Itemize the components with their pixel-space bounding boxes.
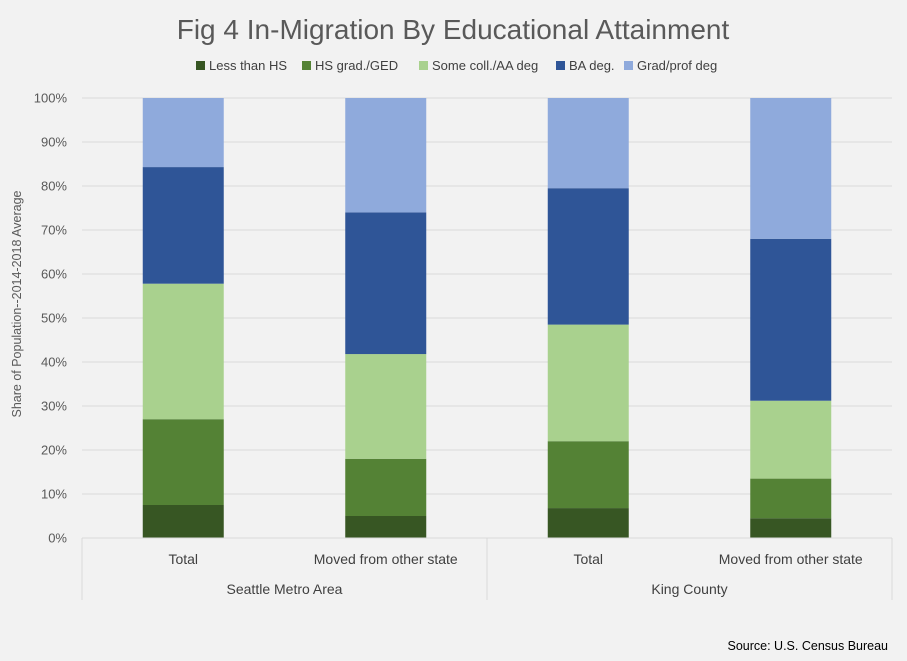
bar-segment [142, 98, 224, 168]
legend-swatch [419, 61, 428, 70]
x-tick-label: Moved from other state [314, 551, 458, 567]
y-axis-ticks: 0% 10% 20% 30% 40% 50% 60% 70% 80% 90% 100% [34, 91, 68, 546]
bar-segment [750, 518, 832, 538]
x-tick-label: Total [168, 551, 198, 567]
bar-segment [345, 98, 427, 213]
bar-segment [142, 419, 224, 505]
bar-segment [547, 98, 629, 189]
x-group-label: Seattle Metro Area [227, 581, 343, 597]
x-tick-label: Total [573, 551, 603, 567]
bar-segment [547, 324, 629, 442]
legend-swatch [196, 61, 205, 70]
bar-segment [142, 283, 224, 420]
bar-segment [750, 98, 832, 239]
y-tick-label: 20% [41, 443, 67, 458]
y-tick-label: 90% [41, 135, 67, 150]
legend-label: BA deg. [569, 58, 615, 73]
bar-segment [345, 516, 427, 538]
bar-segment [750, 478, 832, 519]
y-tick-label: 40% [41, 355, 67, 370]
y-tick-label: 100% [34, 91, 68, 106]
bar-segment [750, 400, 832, 479]
y-axis-label: Share of Population--2014-2018 Average [10, 190, 24, 417]
legend-label: HS grad./GED [315, 58, 398, 73]
bar-segment [345, 354, 427, 459]
bar-segment [750, 238, 832, 401]
y-tick-label: 60% [41, 267, 67, 282]
bar-segment [547, 188, 629, 325]
x-group-label: King County [651, 581, 727, 597]
bar-segment [345, 458, 427, 516]
legend: Less than HS HS grad./GED Some coll./AA de… [196, 58, 717, 73]
legend-swatch [624, 61, 633, 70]
bars [142, 98, 832, 538]
y-tick-label: 50% [41, 311, 67, 326]
bar-segment [345, 212, 427, 355]
source-note: Source: U.S. Census Bureau [728, 639, 889, 653]
x-tick-label: Moved from other state [719, 551, 863, 567]
bar-segment [142, 505, 224, 538]
legend-swatch [302, 61, 311, 70]
legend-label: Less than HS [209, 58, 287, 73]
legend-label: Grad/prof deg [637, 58, 717, 73]
legend-label: Some coll./AA deg [432, 58, 538, 73]
y-tick-label: 10% [41, 487, 67, 502]
y-tick-label: 30% [41, 399, 67, 414]
bar-segment [547, 508, 629, 538]
chart-title: Fig 4 In-Migration By Educational Attain… [177, 14, 730, 45]
bar-segment [547, 441, 629, 509]
y-tick-label: 0% [48, 531, 67, 546]
legend-swatch [556, 61, 565, 70]
y-tick-label: 80% [41, 179, 67, 194]
y-tick-label: 70% [41, 223, 67, 238]
x-axis: Total Moved from other state Total Moved fr… [81, 537, 893, 600]
bar-segment [142, 167, 224, 284]
